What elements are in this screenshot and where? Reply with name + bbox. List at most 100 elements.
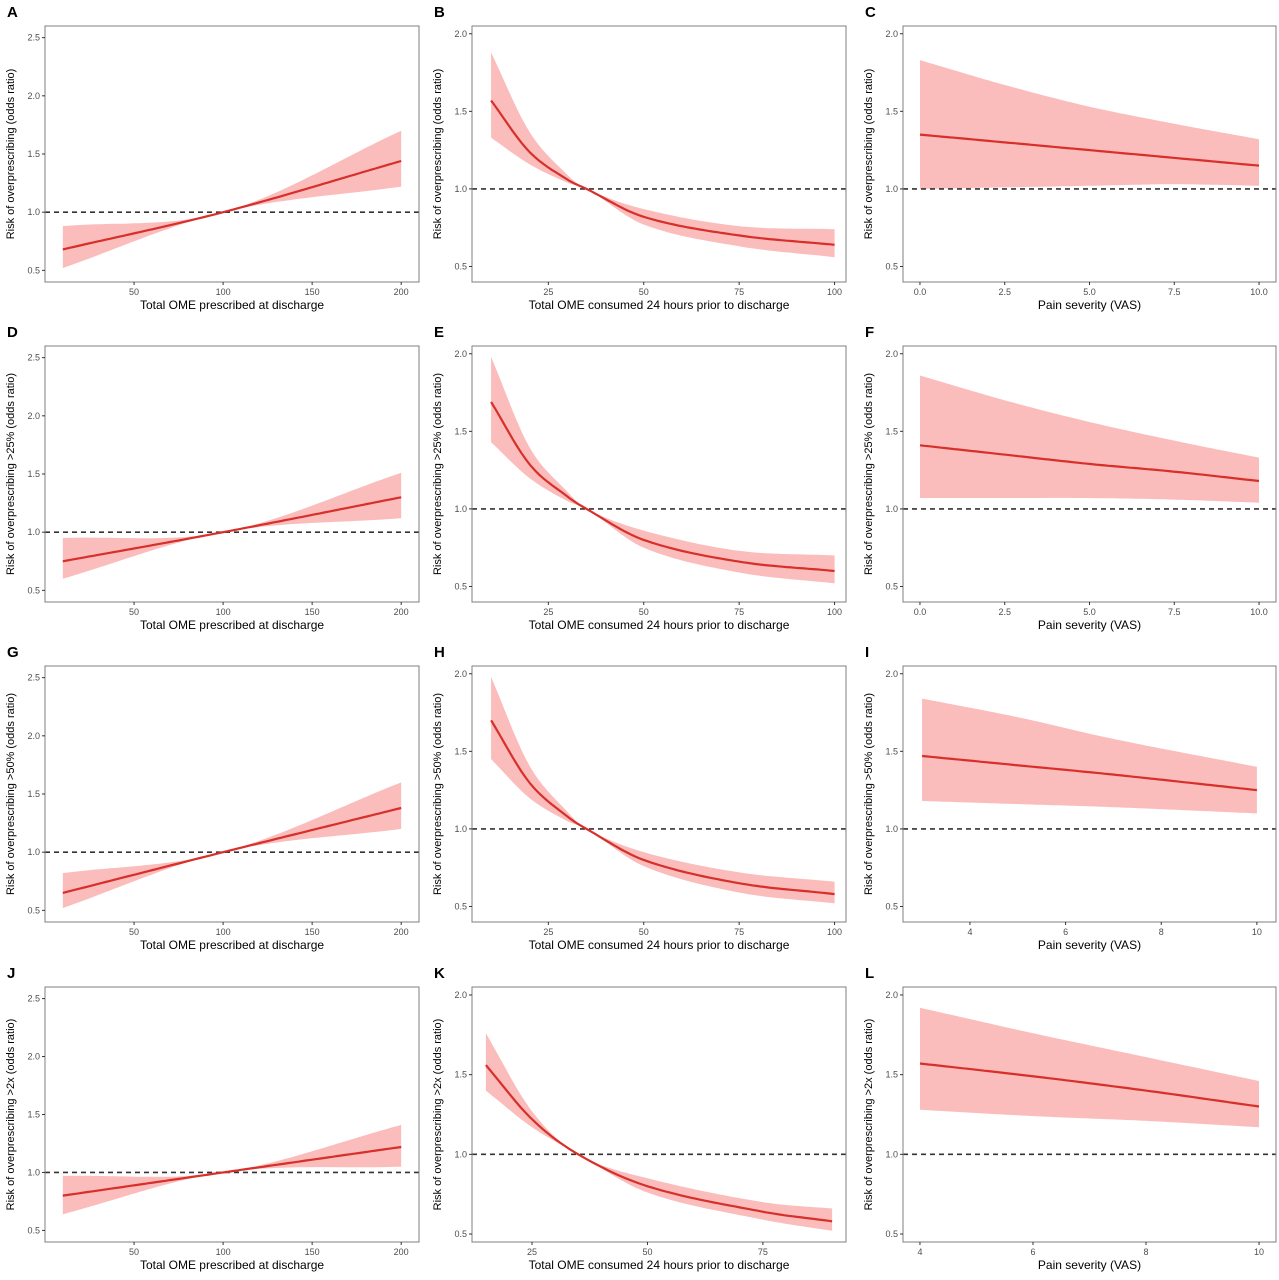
y-tick-label: 0.5 xyxy=(454,261,467,271)
y-axis-title: Risk of overprescribing (odds ratio) xyxy=(432,69,444,240)
y-tick-label: 2.0 xyxy=(454,669,467,679)
y-axis-title: Risk of overprescribing >50% (odds ratio… xyxy=(863,693,875,895)
x-tick-label: 8 xyxy=(1159,927,1164,937)
x-axis-title: Total OME prescribed at discharge xyxy=(140,1258,324,1272)
x-tick-label: 10 xyxy=(1252,927,1262,937)
x-axis-title: Total OME prescribed at discharge xyxy=(140,938,324,952)
panel-letter: F xyxy=(865,324,874,341)
confidence-band xyxy=(491,52,835,258)
panel-letter: B xyxy=(434,4,445,21)
panel-j: 0.5 1.0 1.5 2.0 2.5 50 100 150 200 Total OME pres… xyxy=(5,965,420,1272)
plot-background xyxy=(45,987,419,1242)
x-tick-label: 25 xyxy=(543,607,553,617)
x-tick-label: 150 xyxy=(305,287,320,297)
x-tick-label: 50 xyxy=(639,287,649,297)
confidence-band xyxy=(62,782,402,908)
panel-letter: C xyxy=(865,4,876,21)
y-tick-label: 0.5 xyxy=(454,1229,467,1239)
x-axis-title: Pain severity (VAS) xyxy=(1038,938,1141,952)
panel-letter: G xyxy=(7,644,19,661)
plot-frame xyxy=(471,25,847,283)
x-tick-label: 10.0 xyxy=(1250,287,1268,297)
y-tick-label: 2.5 xyxy=(27,353,40,363)
y-tick-label: 0.5 xyxy=(27,1225,40,1235)
panel-l: 0.5 1.0 1.5 2.0 4 6 8 10 Pain severity (VAS) Risk… xyxy=(863,965,1277,1272)
odds-ratio-line xyxy=(919,1062,1260,1108)
y-tick-label: 1.0 xyxy=(454,824,467,834)
y-tick-label: 1.0 xyxy=(454,504,467,514)
y-tick-label: 0.5 xyxy=(885,261,898,271)
x-tick-label: 7.5 xyxy=(1168,607,1181,617)
y-tick-label: 2.0 xyxy=(885,669,898,679)
y-tick-label: 2.0 xyxy=(454,990,467,1000)
confidence-band xyxy=(920,1007,1259,1128)
y-tick-label: 1.0 xyxy=(27,1167,40,1177)
x-tick-label: 100 xyxy=(216,1247,231,1257)
panel-letter: A xyxy=(7,4,18,21)
y-axis-title: Risk of overprescribing >2x (odds ratio) xyxy=(5,1019,17,1211)
odds-ratio-line xyxy=(485,1064,833,1223)
y-tick-label: 2.5 xyxy=(27,994,40,1004)
odds-ratio-line xyxy=(921,754,1258,792)
confidence-band xyxy=(62,472,402,579)
y-tick-label: 0.5 xyxy=(454,901,467,911)
x-axis-title: Pain severity (VAS) xyxy=(1038,1258,1141,1272)
y-tick-label: 1.0 xyxy=(885,1149,898,1159)
x-tick-label: 6 xyxy=(1030,1247,1035,1257)
x-tick-label: 50 xyxy=(129,927,139,937)
y-tick-label: 2.0 xyxy=(454,29,467,39)
y-tick-label: 1.5 xyxy=(454,1070,467,1080)
y-tick-label: 2.0 xyxy=(885,990,898,1000)
panel-letter: L xyxy=(865,965,874,982)
panel-d: 0.5 1.0 1.5 2.0 2.5 50 100 150 200 Total OME pres… xyxy=(5,324,420,632)
x-tick-label: 75 xyxy=(734,927,744,937)
x-tick-label: 0.0 xyxy=(914,287,927,297)
panel-a: 0.5 1.0 1.5 2.0 2.5 50 100 150 200 Total OME pres… xyxy=(5,4,420,312)
y-tick-label: 0.5 xyxy=(885,1229,898,1239)
y-tick-label: 0.5 xyxy=(27,585,40,595)
x-tick-label: 75 xyxy=(758,1247,768,1257)
y-axis-title: Risk of overprescribing >2x (odds ratio) xyxy=(863,1019,875,1211)
y-tick-label: 1.5 xyxy=(27,789,40,799)
y-tick-label: 0.5 xyxy=(27,905,40,915)
confidence-band xyxy=(491,356,835,584)
panel-f: 0.5 1.0 1.5 2.0 0.0 2.5 5.0 7.5 10.0 Pain severit… xyxy=(863,324,1277,632)
odds-ratio-line xyxy=(919,444,1260,483)
x-tick-label: 100 xyxy=(216,287,231,297)
x-axis-title: Total OME prescribed at discharge xyxy=(140,298,324,312)
x-tick-label: 8 xyxy=(1144,1247,1149,1257)
x-tick-label: 75 xyxy=(734,287,744,297)
y-tick-label: 1.5 xyxy=(885,106,898,116)
odds-ratio-line xyxy=(62,159,402,251)
x-tick-label: 10.0 xyxy=(1250,607,1268,617)
panel-c: 0.5 1.0 1.5 2.0 0.0 2.5 5.0 7.5 10.0 Pain severit… xyxy=(863,4,1277,312)
plot-frame xyxy=(471,665,847,923)
plot-frame xyxy=(471,345,847,603)
y-tick-label: 1.5 xyxy=(885,746,898,756)
y-tick-label: 2.5 xyxy=(27,673,40,683)
y-tick-label: 2.0 xyxy=(27,1052,40,1062)
confidence-band xyxy=(62,130,402,268)
x-tick-label: 50 xyxy=(642,1247,652,1257)
y-axis-title: Risk of overprescribing >50% (odds ratio… xyxy=(432,693,444,895)
y-axis-title: Risk of overprescribing >25% (odds ratio… xyxy=(432,373,444,575)
plot-frame xyxy=(902,665,1277,923)
x-tick-label: 7.5 xyxy=(1168,287,1181,297)
y-tick-label: 1.0 xyxy=(454,1149,467,1159)
y-tick-label: 1.5 xyxy=(885,1070,898,1080)
x-tick-label: 50 xyxy=(129,607,139,617)
panel-i: 0.5 1.0 1.5 2.0 4 6 8 10 Pain severity (VAS) Risk… xyxy=(863,644,1277,952)
y-axis-title: Risk of overprescribing >50% (odds ratio… xyxy=(5,693,17,895)
y-tick-label: 1.5 xyxy=(27,1110,40,1120)
x-tick-label: 2.5 xyxy=(998,287,1011,297)
y-axis-title: Risk of overprescribing >2x (odds ratio) xyxy=(432,1019,444,1211)
y-tick-label: 2.0 xyxy=(454,349,467,359)
x-tick-label: 25 xyxy=(527,1247,537,1257)
x-axis-title: Total OME consumed 24 hours prior to dis… xyxy=(529,938,790,952)
panel-b: 0.5 1.0 1.5 2.0 25 50 75 100 Total OME consumed … xyxy=(432,4,847,312)
y-tick-label: 1.0 xyxy=(27,207,40,217)
y-tick-label: 0.5 xyxy=(27,265,40,275)
y-tick-label: 1.5 xyxy=(454,106,467,116)
